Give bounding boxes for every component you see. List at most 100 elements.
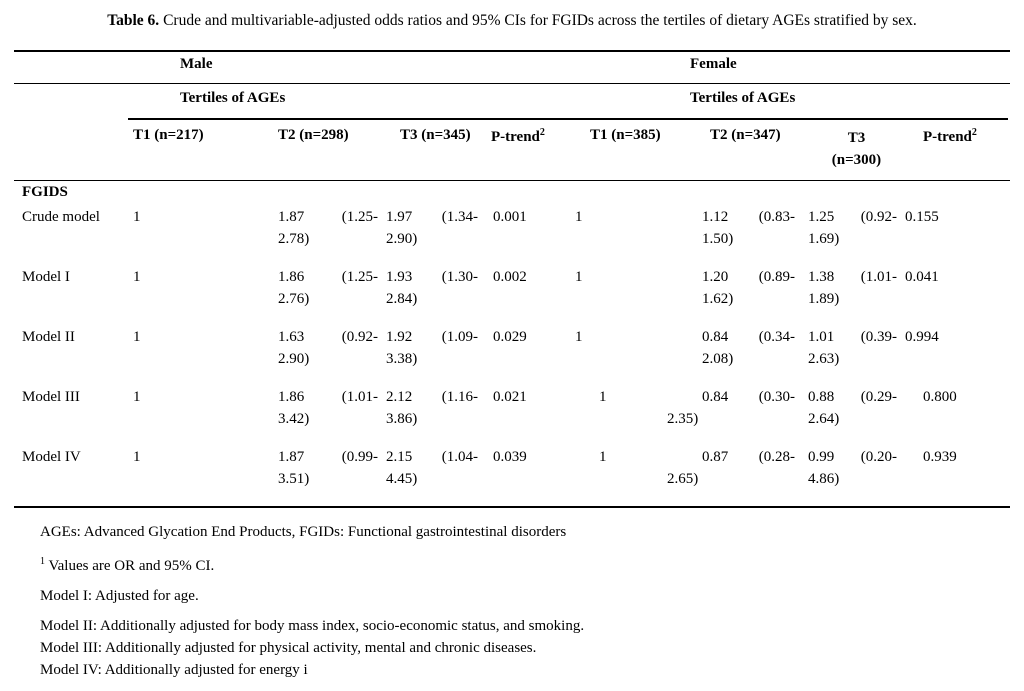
ptrend-superscript: 2 [539, 126, 545, 138]
ci-high: 2.35) [667, 411, 699, 428]
ci-high: 3.38) [386, 351, 418, 368]
footnote-superscript: 1 [40, 555, 45, 567]
cell-male-t1: 1 [133, 269, 141, 286]
row-label: Model IV [22, 449, 81, 466]
table-caption-text: Crude and multivariable-adjusted odds ra… [159, 12, 917, 29]
ci-low: (1.01- [341, 389, 378, 406]
header-female-t3-line1: T3 [847, 129, 866, 146]
ci-high: 2.84) [386, 291, 418, 308]
ci-low: (1.01- [860, 269, 897, 286]
cell-female-ptrend: 0.939 [923, 449, 957, 466]
cell-male-t3: 1.97 (1.34- 2.90) [386, 206, 482, 266]
ci-low: (0.29- [860, 389, 897, 406]
section-label: FGIDS [22, 184, 68, 201]
ci-high: 2.90) [278, 351, 310, 368]
cell-male-t2: 1.86 (1.25- 2.76) [278, 266, 386, 326]
ci-high: 1.50) [702, 231, 734, 248]
or-value: 1.12 [702, 209, 729, 226]
ci-low: (0.89- [758, 269, 795, 286]
ci-low: (1.34- [441, 209, 478, 226]
ci-low: (1.16- [441, 389, 478, 406]
footnote-model-4: Model IV: Additionally adjusted for ener… [40, 661, 308, 678]
cell-male-t2: 1.63 (0.92- 2.90) [278, 326, 386, 386]
cell-male-t3: 2.12 (1.16- 3.86) [386, 386, 482, 446]
rule-under-headers [14, 179, 1010, 182]
cell-male-t3: 1.92 (1.09- 3.38) [386, 326, 482, 386]
ci-low: (0.28- [758, 449, 795, 466]
cell-female-t2: 1.20 (0.89- 1.62) [702, 266, 808, 326]
or-value: 0.87 [702, 449, 729, 466]
table-row-model-3: Model III 1 1.86 (1.01- 3.42) 2.12 (1.16- … [14, 386, 1010, 446]
cell-female-ptrend: 0.041 [905, 269, 939, 286]
row-label: Model I [22, 269, 70, 286]
header-female-t2: T2 (n=347) [710, 126, 781, 143]
row-label: Crude model [22, 209, 100, 226]
footnote-model-2: Model II: Additionally adjusted for body… [40, 617, 585, 634]
data-table: Male Female Tertiles of AGEs Tertiles of… [14, 50, 1010, 508]
cell-male-t3: 2.15 (1.04- 4.45) [386, 446, 482, 506]
cell-female-t2: 0.87 (0.28- 2.65) [667, 446, 808, 506]
or-value: 0.99 [808, 449, 835, 466]
table-row-model-2: Model II 1 1.63 (0.92- 2.90) 1.92 (1.09- 3… [14, 326, 1010, 386]
ci-high: 1.62) [702, 291, 734, 308]
cell-male-t1: 1 [133, 329, 141, 346]
cell-female-t2: 1.12 (0.83- 1.50) [702, 206, 808, 266]
ci-low: (1.30- [441, 269, 478, 286]
or-value: 1.63 [278, 329, 305, 346]
cell-female-t1: 1 [575, 329, 583, 346]
ci-low: (0.99- [341, 449, 378, 466]
or-value: 1.93 [386, 269, 413, 286]
rule-under-groups [14, 82, 1010, 85]
cell-female-t3: 0.88 (0.29- 2.64) [808, 386, 905, 446]
header-male-t3: T3 (n=345) [400, 126, 471, 143]
header-female-t1: T1 (n=385) [590, 126, 661, 143]
or-value: 0.84 [702, 389, 729, 406]
or-value: 2.12 [386, 389, 413, 406]
ci-high: 1.89) [808, 291, 840, 308]
row-label: Model II [22, 329, 75, 346]
rule-bottom [14, 506, 1010, 508]
cell-male-t1: 1 [133, 389, 141, 406]
ci-low: (0.34- [758, 329, 795, 346]
ci-low: (1.09- [441, 329, 478, 346]
or-value: 1.01 [808, 329, 835, 346]
ci-high: 3.51) [278, 471, 310, 488]
or-value: 1.20 [702, 269, 729, 286]
cell-female-ptrend: 0.994 [905, 329, 939, 346]
or-value: 1.87 [278, 209, 305, 226]
ci-low: (0.83- [758, 209, 795, 226]
footnotes: AGEs: Advanced Glycation End Products, F… [40, 521, 1024, 681]
header-female-t3: T3 (n=300) [808, 127, 905, 180]
group-header-female: Female [690, 55, 737, 72]
ci-high: 2.78) [278, 231, 310, 248]
ci-high: 4.45) [386, 471, 418, 488]
tertiles-label-male: Tertiles of AGEs [180, 90, 286, 107]
header-female-ptrend: P-trend2 [905, 127, 1010, 180]
table-row-model-1: Model I 1 1.86 (1.25- 2.76) 1.93 (1.30- 2.… [14, 266, 1010, 326]
row-label: Model III [22, 389, 80, 406]
or-value: 1.86 [278, 389, 305, 406]
cell-female-ptrend: 0.800 [923, 389, 957, 406]
group-header-male: Male [180, 55, 213, 72]
or-value: 1.25 [808, 209, 835, 226]
ci-high: 3.86) [386, 411, 418, 428]
ci-high: 2.64) [808, 411, 840, 428]
cell-female-t3: 0.99 (0.20- 4.86) [808, 446, 905, 506]
or-value: 1.87 [278, 449, 305, 466]
section-row: FGIDS [14, 181, 1010, 206]
or-value: 0.88 [808, 389, 835, 406]
header-male-t2: T2 (n=298) [278, 126, 349, 143]
ci-high: 3.42) [278, 411, 310, 428]
cell-male-t2: 1.87 (0.99- 3.51) [278, 446, 386, 506]
rule-top [14, 50, 1010, 52]
ci-high: 2.65) [667, 471, 699, 488]
table-number: Table 6. [107, 12, 160, 29]
cell-female-t3: 1.25 (0.92- 1.69) [808, 206, 905, 266]
cell-female-t3: 1.38 (1.01- 1.89) [808, 266, 905, 326]
ptrend-label: P-trend [491, 128, 540, 145]
cell-male-ptrend: 0.021 [493, 389, 527, 406]
cell-male-t2: 1.86 (1.01- 3.42) [278, 386, 386, 446]
ci-low: (1.25- [341, 209, 378, 226]
cell-female-t1: 1 [599, 449, 607, 466]
